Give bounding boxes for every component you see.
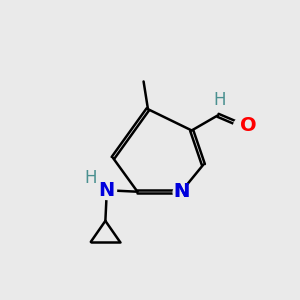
Text: H: H bbox=[85, 169, 97, 187]
Text: N: N bbox=[99, 181, 115, 200]
Text: H: H bbox=[213, 91, 226, 109]
Text: N: N bbox=[173, 182, 189, 201]
Text: N: N bbox=[173, 182, 189, 201]
Text: O: O bbox=[240, 116, 256, 135]
